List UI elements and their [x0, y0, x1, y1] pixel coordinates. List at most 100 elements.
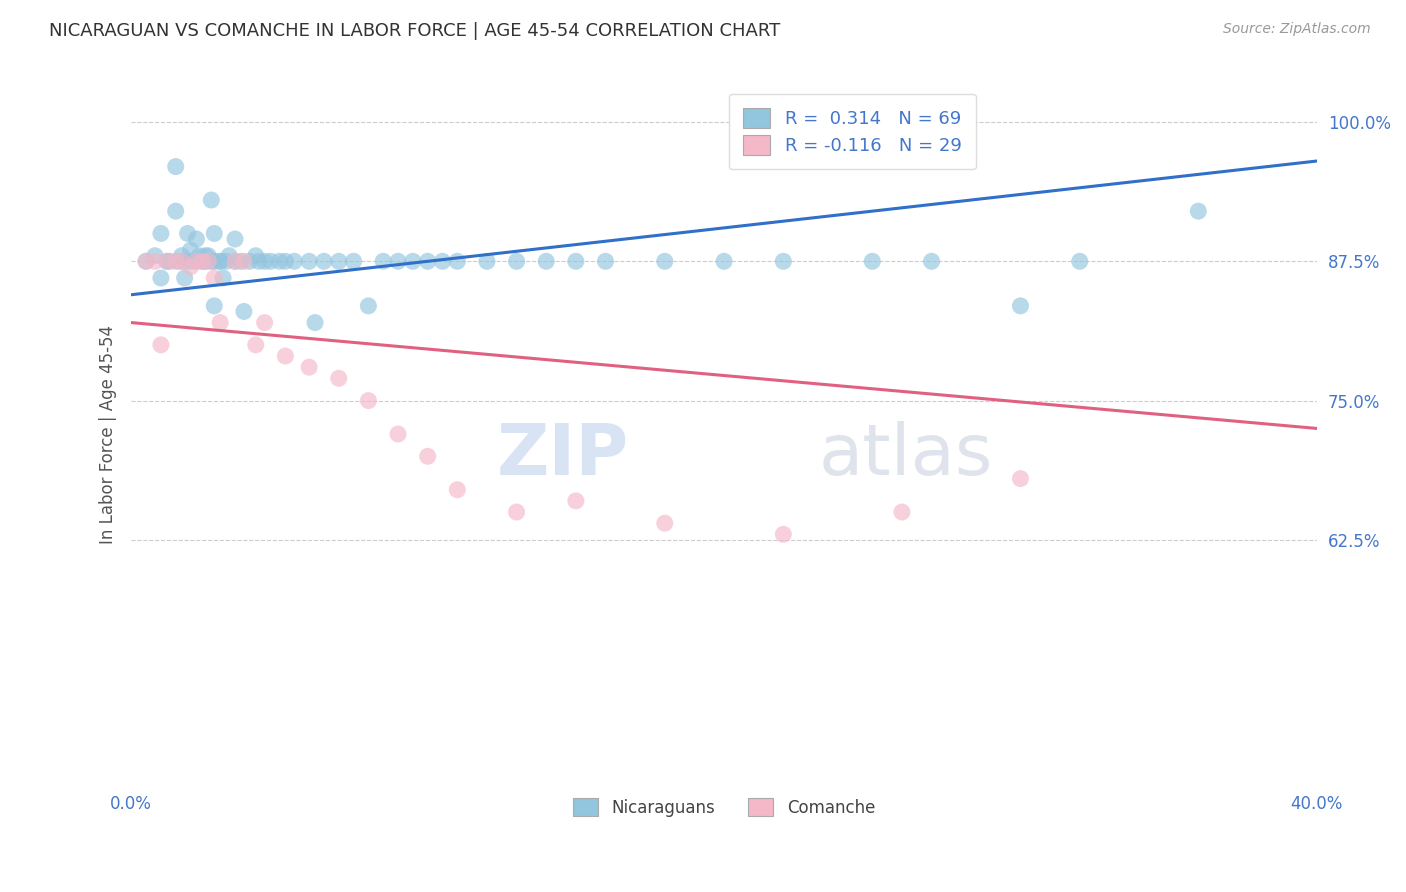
Point — [298, 360, 321, 375]
Point — [232, 304, 254, 318]
Point — [224, 254, 246, 268]
Point — [159, 254, 181, 268]
Point — [165, 254, 187, 268]
Point — [505, 254, 527, 268]
Point — [772, 254, 794, 268]
Point — [202, 299, 225, 313]
Point — [245, 338, 267, 352]
Point — [186, 232, 208, 246]
Point — [149, 338, 172, 352]
Point — [505, 505, 527, 519]
Point — [156, 254, 179, 268]
Point — [304, 316, 326, 330]
Point — [312, 254, 335, 268]
Point — [143, 254, 166, 268]
Point — [197, 249, 219, 263]
Point — [156, 254, 179, 268]
Point — [654, 516, 676, 531]
Point — [534, 254, 557, 268]
Point — [259, 254, 281, 268]
Text: Source: ZipAtlas.com: Source: ZipAtlas.com — [1223, 22, 1371, 37]
Point — [387, 254, 409, 268]
Point — [197, 254, 219, 268]
Text: ZIP: ZIP — [496, 421, 630, 490]
Point — [167, 254, 190, 268]
Point — [239, 254, 262, 268]
Point — [143, 249, 166, 263]
Point — [191, 254, 214, 268]
Point — [202, 254, 225, 268]
Point — [269, 254, 291, 268]
Point — [218, 249, 240, 263]
Point — [186, 254, 208, 268]
Point — [224, 232, 246, 246]
Point — [202, 271, 225, 285]
Point — [209, 254, 232, 268]
Point — [232, 254, 254, 268]
Point — [446, 483, 468, 497]
Point — [402, 254, 425, 268]
Point — [209, 316, 232, 330]
Point — [135, 254, 157, 268]
Point — [186, 254, 208, 268]
Point — [565, 254, 588, 268]
Point — [373, 254, 395, 268]
Point — [274, 254, 297, 268]
Point — [342, 254, 364, 268]
Point — [224, 254, 246, 268]
Point — [180, 243, 202, 257]
Point — [595, 254, 617, 268]
Point — [176, 227, 198, 241]
Point — [860, 254, 883, 268]
Point — [654, 254, 676, 268]
Point — [170, 249, 193, 263]
Point — [1187, 204, 1209, 219]
Point — [416, 450, 439, 464]
Point — [173, 271, 195, 285]
Point — [170, 254, 193, 268]
Point — [328, 371, 350, 385]
Point — [475, 254, 498, 268]
Point — [357, 393, 380, 408]
Point — [1010, 472, 1032, 486]
Point — [328, 254, 350, 268]
Point — [274, 349, 297, 363]
Point — [149, 227, 172, 241]
Point — [194, 254, 217, 268]
Point — [165, 160, 187, 174]
Point — [180, 260, 202, 274]
Point — [890, 505, 912, 519]
Point — [215, 254, 238, 268]
Point — [188, 249, 211, 263]
Point — [149, 271, 172, 285]
Point — [283, 254, 305, 268]
Y-axis label: In Labor Force | Age 45-54: In Labor Force | Age 45-54 — [100, 325, 117, 543]
Point — [200, 193, 222, 207]
Point — [135, 254, 157, 268]
Point — [209, 254, 232, 268]
Point — [565, 494, 588, 508]
Point — [212, 271, 235, 285]
Point — [357, 299, 380, 313]
Point — [191, 254, 214, 268]
Text: NICARAGUAN VS COMANCHE IN LABOR FORCE | AGE 45-54 CORRELATION CHART: NICARAGUAN VS COMANCHE IN LABOR FORCE | … — [49, 22, 780, 40]
Point — [772, 527, 794, 541]
Point — [713, 254, 735, 268]
Legend: Nicaraguans, Comanche: Nicaraguans, Comanche — [565, 789, 883, 825]
Point — [1069, 254, 1091, 268]
Point — [1010, 299, 1032, 313]
Point — [165, 204, 187, 219]
Point — [173, 254, 195, 268]
Point — [194, 249, 217, 263]
Point — [200, 254, 222, 268]
Point — [229, 254, 252, 268]
Text: atlas: atlas — [818, 421, 993, 490]
Point — [180, 254, 202, 268]
Point — [416, 254, 439, 268]
Point — [921, 254, 943, 268]
Point — [253, 254, 276, 268]
Point — [202, 227, 225, 241]
Point — [432, 254, 454, 268]
Point — [247, 254, 270, 268]
Point — [387, 427, 409, 442]
